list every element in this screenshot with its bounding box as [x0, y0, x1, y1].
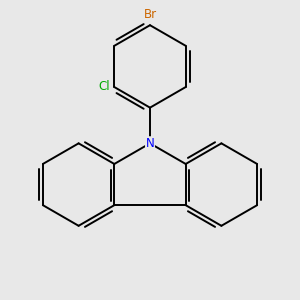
Text: Br: Br	[143, 8, 157, 21]
Text: N: N	[146, 137, 154, 150]
Text: Cl: Cl	[99, 80, 110, 93]
